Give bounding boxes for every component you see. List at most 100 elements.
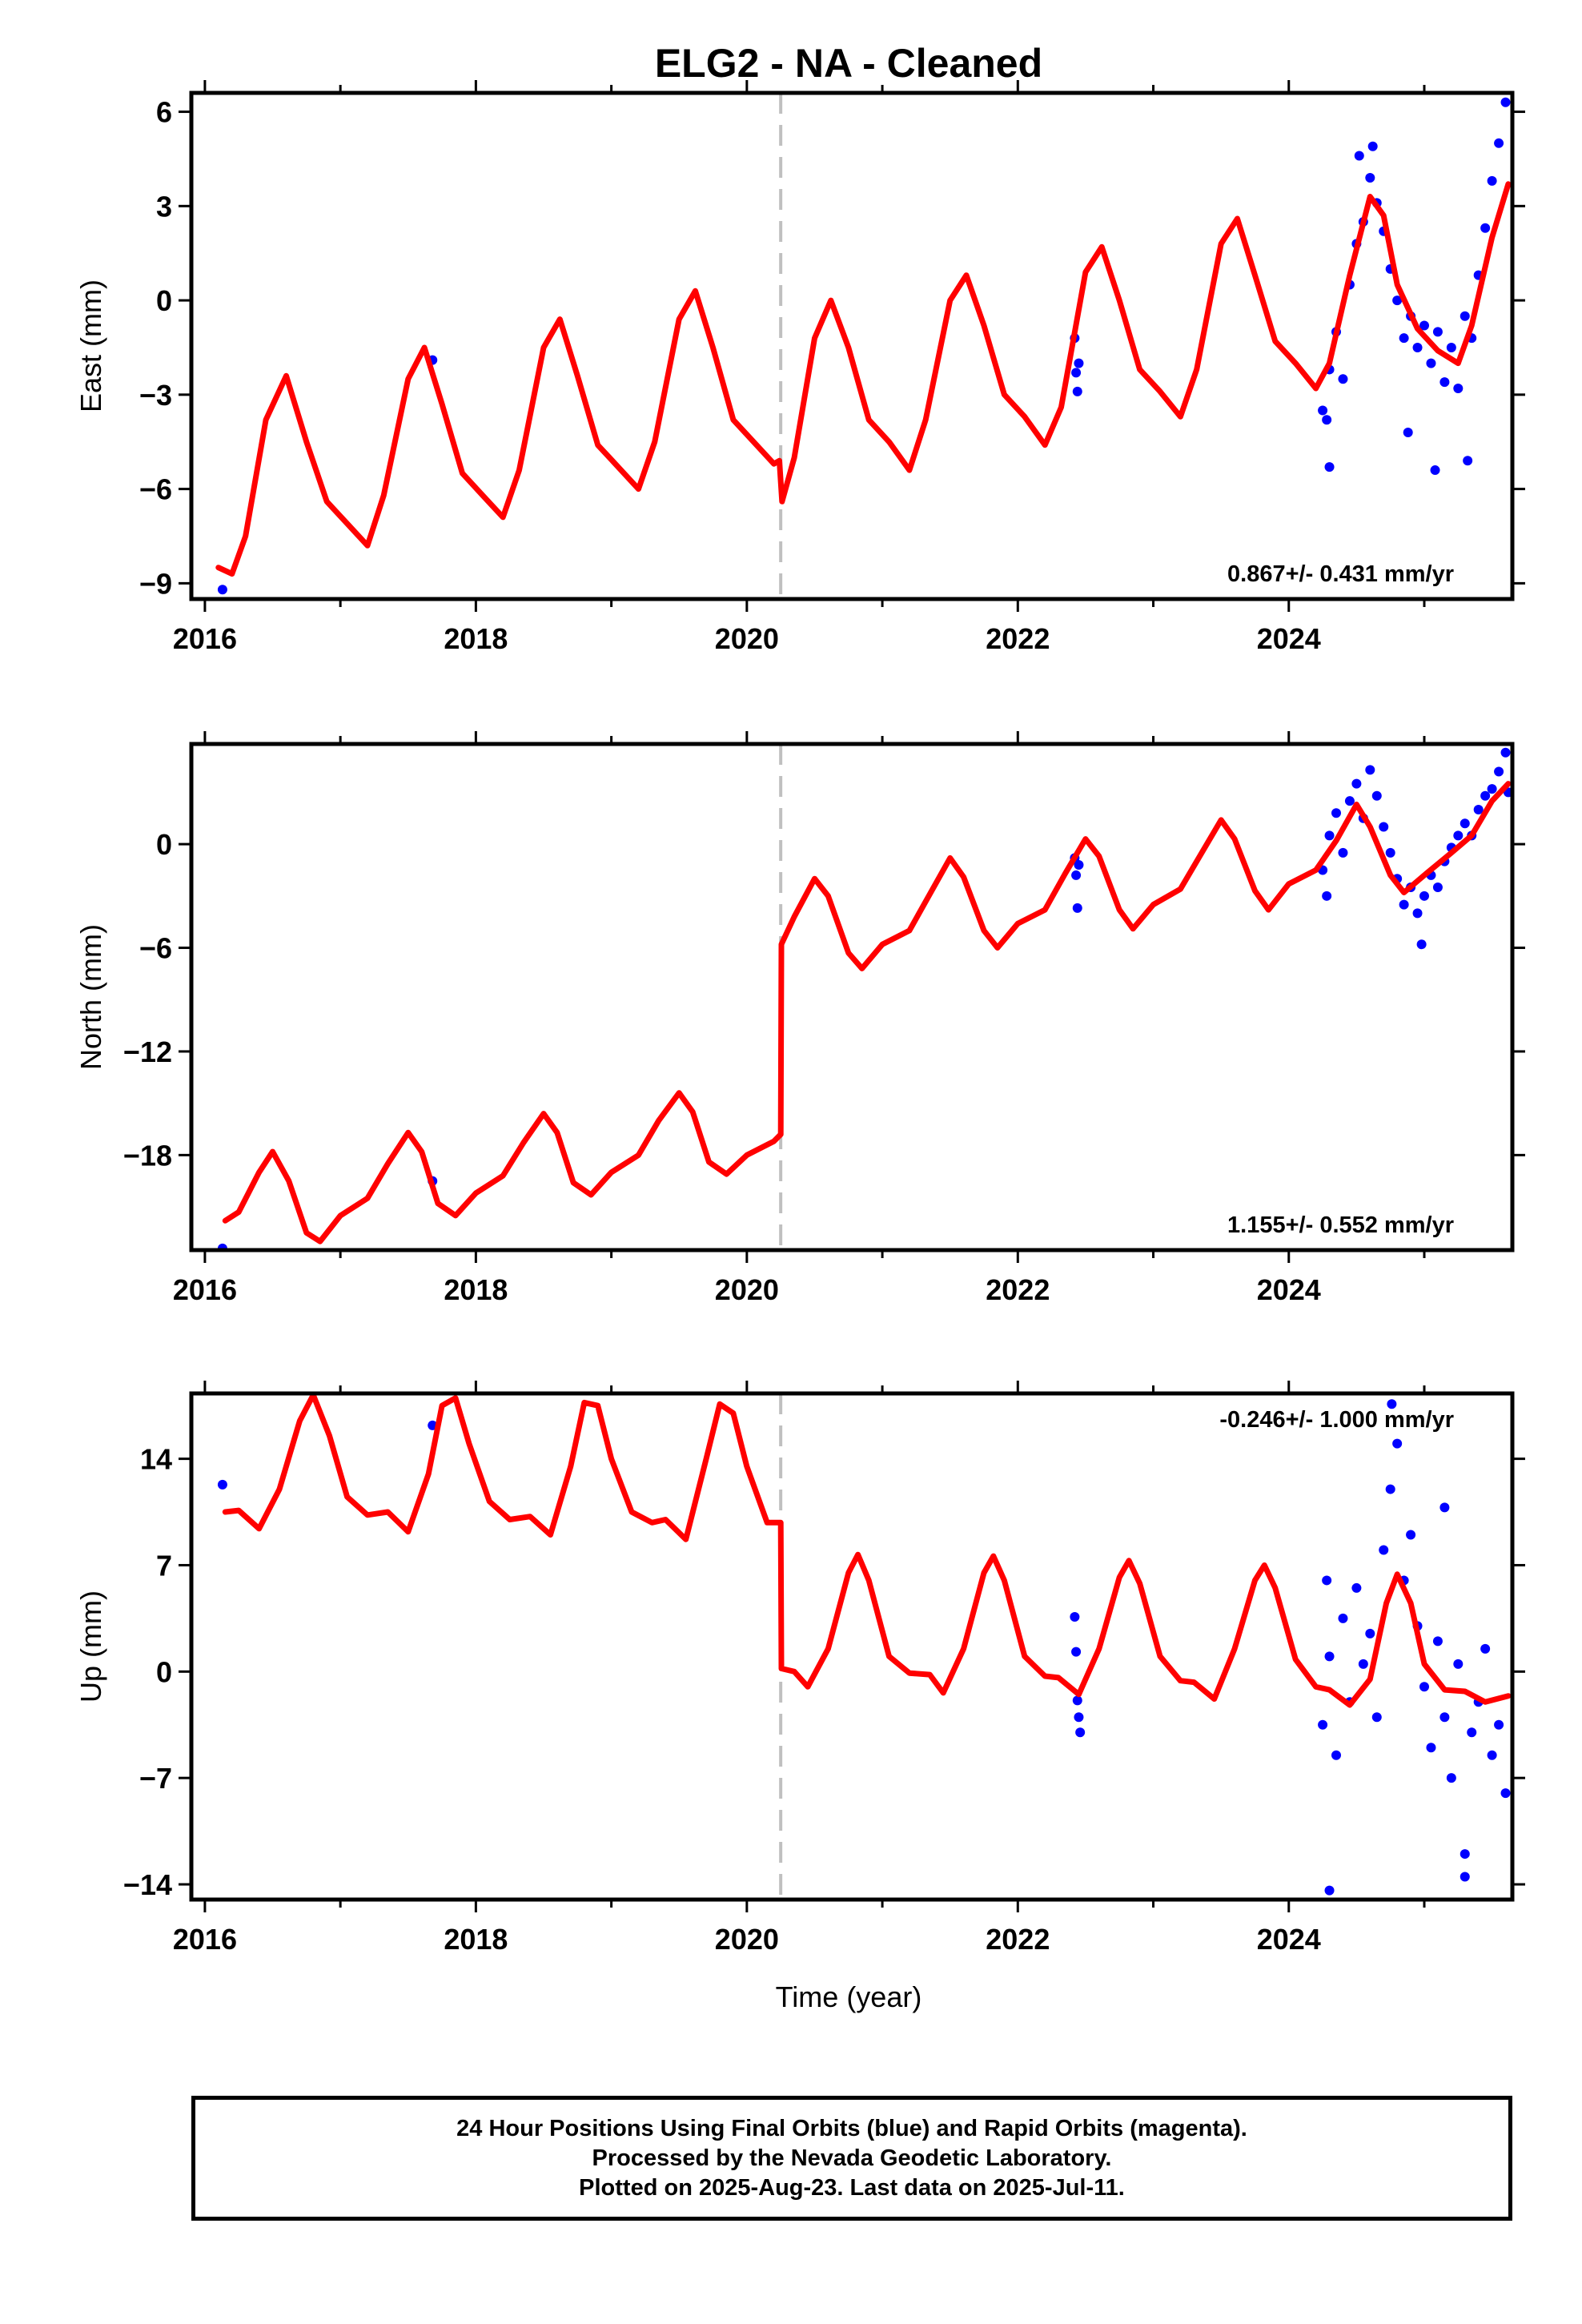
x-tick-label: 2024 — [1257, 1273, 1321, 1306]
data-point — [1371, 1712, 1382, 1723]
y-tick-label: 0 — [156, 284, 172, 317]
y-tick-label: −3 — [139, 379, 172, 412]
data-point — [1494, 766, 1504, 777]
x-tick-label: 2020 — [715, 1923, 779, 1956]
data-point — [1344, 796, 1355, 806]
data-point — [1399, 333, 1409, 344]
north-velocity-label: 1.155+/- 0.552 mm/yr — [1227, 1212, 1454, 1238]
data-point — [1072, 1695, 1082, 1706]
data-point — [1399, 899, 1409, 910]
data-point — [1331, 808, 1341, 818]
north-plot-frame — [189, 742, 1515, 1252]
data-point — [217, 585, 227, 595]
east-velocity-label: 0.867+/- 0.431 mm/yr — [1227, 561, 1454, 587]
up-plot-frame — [189, 1391, 1515, 1902]
data-point — [1379, 1545, 1389, 1555]
data-point — [1453, 830, 1464, 841]
data-point — [1385, 847, 1395, 858]
y-tick-label: 0 — [156, 1655, 172, 1688]
data-point — [1494, 1719, 1504, 1730]
north-plot-area — [217, 747, 1512, 1250]
data-point — [1487, 175, 1497, 186]
data-point — [1354, 151, 1364, 161]
data-point — [1071, 1647, 1082, 1657]
y-tick-label: −7 — [139, 1762, 172, 1795]
data-point — [1075, 1727, 1086, 1738]
data-point — [1463, 456, 1473, 466]
data-point — [1419, 1682, 1429, 1692]
data-point — [1322, 415, 1332, 425]
data-point — [1331, 1750, 1341, 1760]
x-tick-label: 2024 — [1257, 622, 1321, 655]
data-point — [1480, 1643, 1491, 1654]
data-point — [1453, 383, 1464, 393]
data-point — [1071, 870, 1082, 880]
data-point — [1070, 1611, 1080, 1622]
up-velocity-label: -0.246+/- 1.000 mm/yr — [1219, 1407, 1454, 1433]
east-axis-title: East (mm) — [74, 279, 107, 412]
data-point — [1365, 765, 1375, 775]
model-fit-line — [222, 1393, 1512, 1708]
y-tick-label: −12 — [123, 1035, 172, 1068]
x-tick-label: 2018 — [444, 1273, 508, 1306]
north-axis-title: North (mm) — [74, 924, 107, 1070]
y-tick-label: 7 — [156, 1549, 172, 1582]
data-point — [1392, 1438, 1403, 1449]
data-point — [1367, 141, 1378, 151]
data-point — [1426, 358, 1436, 368]
data-point — [1324, 1885, 1335, 1896]
data-point — [1406, 1530, 1416, 1540]
data-point — [1439, 1502, 1450, 1513]
x-tick-label: 2016 — [173, 1923, 237, 1956]
data-point — [1446, 1773, 1456, 1783]
x-tick-label: 2016 — [173, 1273, 237, 1306]
x-axis-title: Time (year) — [776, 1980, 922, 2013]
data-point — [1365, 1628, 1375, 1638]
data-point — [1430, 465, 1440, 476]
y-tick-label: −9 — [139, 567, 172, 600]
data-point — [1385, 1484, 1395, 1494]
data-point — [1446, 342, 1456, 352]
data-point — [1419, 320, 1429, 331]
data-point — [1379, 822, 1389, 832]
data-point — [1351, 778, 1362, 789]
x-tick-label: 2018 — [444, 622, 508, 655]
y-tick-label: −6 — [139, 932, 172, 965]
data-point — [1071, 368, 1082, 378]
y-tick-label: −14 — [123, 1868, 172, 1901]
data-point — [1322, 891, 1332, 901]
panel-north: 2016 2018 2020 2022 2024 0 −6 −12 −18 North (mm) 1… — [74, 731, 1525, 1306]
panel-east: 2016 2018 2020 2022 2024 6 3 0 −3 −6 −9 East (mm) 0.… — [74, 80, 1525, 655]
data-point — [1460, 1849, 1470, 1860]
y-tick-label: 14 — [140, 1443, 172, 1476]
data-point — [217, 1479, 227, 1490]
data-point — [1392, 296, 1403, 306]
x-tick-label: 2022 — [986, 1923, 1050, 1956]
data-point — [1074, 859, 1084, 870]
data-point — [1460, 818, 1470, 829]
y-tick-label: −6 — [139, 473, 172, 506]
data-point — [1318, 1719, 1328, 1730]
data-point — [1324, 830, 1335, 841]
data-point — [1426, 1743, 1436, 1753]
data-point — [1416, 939, 1427, 950]
data-point — [1338, 847, 1348, 858]
data-point — [1322, 1575, 1332, 1586]
data-point — [1358, 1659, 1368, 1669]
data-point — [1072, 386, 1082, 396]
x-tick-label: 2024 — [1257, 1923, 1321, 1956]
data-point — [1338, 374, 1348, 384]
data-point — [1480, 223, 1491, 233]
data-point — [1324, 1651, 1335, 1662]
data-point — [1371, 790, 1382, 801]
x-tick-label: 2020 — [715, 622, 779, 655]
data-point — [1072, 903, 1082, 913]
model-fit-line — [215, 181, 1512, 577]
data-point — [1439, 1712, 1450, 1723]
data-point — [1432, 327, 1443, 337]
data-point — [1387, 1399, 1397, 1409]
data-point — [1500, 97, 1511, 107]
model-fit-line — [222, 781, 1512, 1244]
y-tick-label: 6 — [156, 96, 172, 129]
data-point — [1351, 1582, 1362, 1593]
